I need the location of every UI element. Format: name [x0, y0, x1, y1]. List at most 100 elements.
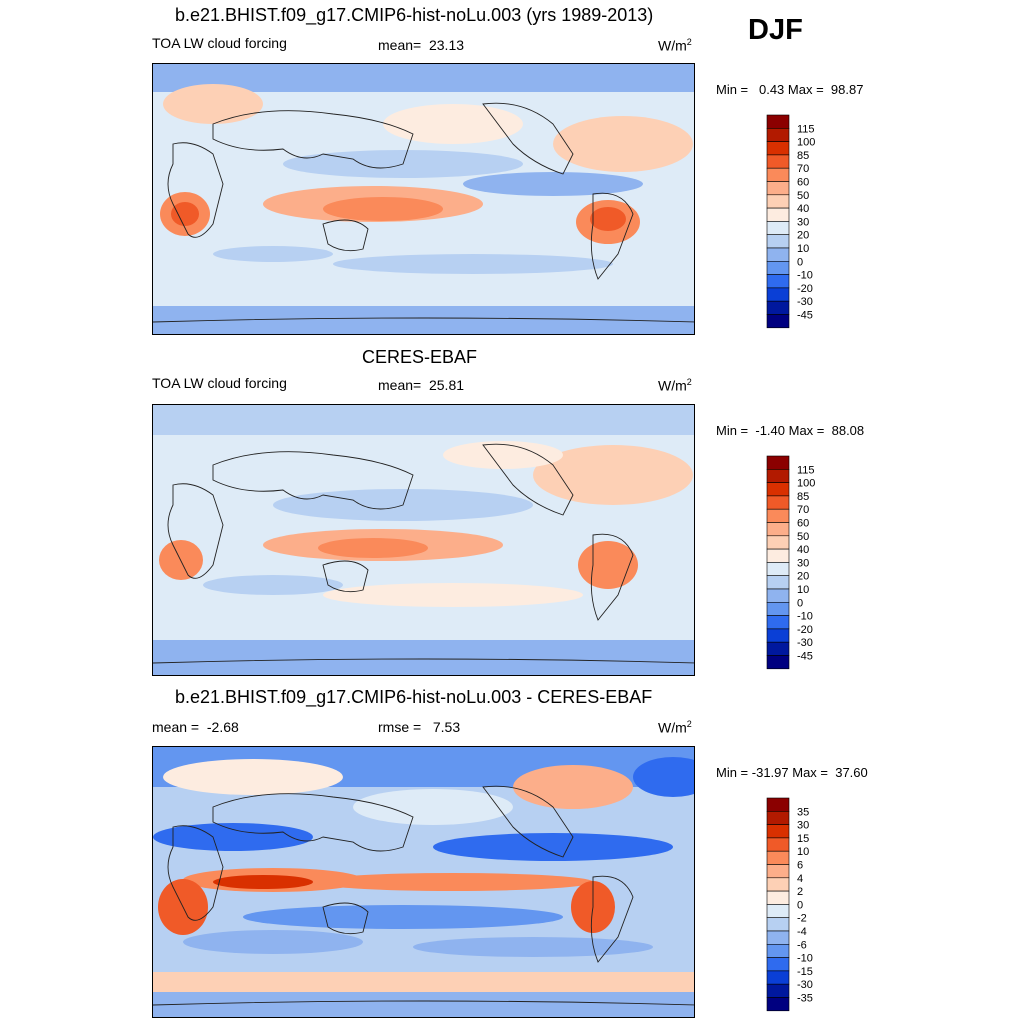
panel-2-variable-label: TOA LW cloud forcing — [152, 375, 287, 391]
colorbar-tick-label: 50 — [797, 531, 809, 543]
panel-2-map — [152, 404, 695, 676]
colorbar-swatch — [766, 930, 790, 945]
colorbar-tick-label: 60 — [797, 518, 809, 530]
panel-3-mean: mean = -2.68 — [152, 719, 239, 735]
panel-1-colorbar: 115 100 85 70 60 50 40 30 20 10 0 -10 -20 -30 -45 — [766, 114, 827, 334]
colorbar-tick-label: 35 — [797, 806, 809, 818]
colorbar-tick-label: 85 — [797, 491, 809, 503]
colorbar-swatch — [766, 575, 790, 590]
panel-1-variable-label: TOA LW cloud forcing — [152, 35, 287, 51]
colorbar-tick-label: -6 — [797, 939, 807, 951]
panel-1-mean-value: 23.13 — [428, 37, 465, 53]
colorbar-tick-label: -30 — [797, 637, 813, 649]
colorbar-swatch — [766, 588, 790, 603]
colorbar-tick-label: 100 — [797, 137, 815, 149]
colorbar-tick-label: 4 — [797, 873, 803, 885]
colorbar-tick-label: -10 — [797, 270, 813, 282]
colorbar-tick-label: 10 — [797, 846, 809, 858]
colorbar-tick-label: 115 — [797, 464, 815, 476]
colorbar-swatch — [766, 167, 790, 182]
colorbar-tick-label: -2 — [797, 913, 807, 925]
panel-3-units: W/m2 — [658, 719, 692, 736]
colorbar-tick-label: -20 — [797, 283, 813, 295]
colorbar-tick-label: 115 — [797, 123, 815, 135]
colorbar-swatch — [766, 522, 790, 537]
panel-2-minmax: Min = -1.40 Max = 88.08 — [716, 423, 865, 438]
panel-3-rmse: rmse = 7.53 — [378, 719, 460, 735]
panel-1-units-sup: 2 — [686, 37, 692, 47]
colorbar-swatch — [766, 944, 790, 958]
colorbar-tick-label: 0 — [797, 899, 803, 911]
colorbar-tick-label: -35 — [797, 993, 813, 1005]
colorbar-swatch — [766, 234, 790, 249]
panel-1-title: b.e21.BHIST.f09_g17.CMIP6-hist-noLu.003 … — [175, 5, 654, 25]
panel-2-map-svg — [153, 405, 694, 675]
colorbar-swatch — [766, 877, 790, 892]
colorbar-swatch — [766, 274, 790, 289]
colorbar-swatch — [766, 482, 790, 497]
colorbar-tick-label: 100 — [797, 478, 815, 490]
panel-3-rmse-value: 7.53 — [432, 719, 461, 735]
colorbar-swatch — [766, 154, 790, 169]
colorbar-swatch — [766, 655, 790, 670]
panel-3-minmax: Min = -31.97 Max = 37.60 — [716, 765, 868, 780]
panel-1-mean-label: mean= — [378, 37, 422, 53]
panel-3-units-text: W/m — [658, 719, 687, 736]
panel-1-map — [152, 63, 695, 335]
colorbar-tick-label: -10 — [797, 611, 813, 623]
panel-1-mean: mean= 23.13 — [378, 37, 464, 53]
colorbar-swatch — [766, 194, 790, 209]
colorbar-swatch — [766, 562, 790, 577]
colorbar-swatch — [766, 469, 790, 483]
panel-1-units-text: W/m — [658, 37, 687, 54]
panel-2-units: W/m2 — [658, 377, 692, 394]
colorbar-swatch — [766, 864, 790, 879]
colorbar-swatch — [766, 890, 790, 905]
colorbar-swatch — [766, 983, 790, 998]
colorbar-tick-label: 85 — [797, 150, 809, 162]
colorbar-swatch — [766, 114, 790, 129]
panel-2-units-sup: 2 — [686, 377, 692, 387]
colorbar-tick-label: -45 — [797, 310, 813, 322]
colorbar-tick-label: 70 — [797, 504, 809, 516]
colorbar-swatch — [766, 300, 790, 315]
colorbar-swatch — [766, 957, 790, 972]
colorbar-swatch — [766, 602, 790, 616]
colorbar-swatch — [766, 508, 790, 523]
colorbar-tick-label: 2 — [797, 886, 803, 898]
colorbar-tick-label: -4 — [797, 926, 807, 938]
colorbar-swatch — [766, 797, 790, 812]
colorbar-tick-label: 50 — [797, 190, 809, 202]
colorbar-swatch — [766, 181, 790, 196]
panel-3-units-sup: 2 — [686, 719, 692, 729]
colorbar-swatch — [766, 455, 790, 470]
colorbar-swatch — [766, 824, 790, 839]
colorbar-swatch — [766, 811, 790, 825]
colorbar-tick-label: 0 — [797, 256, 803, 268]
colorbar-tick-label: -30 — [797, 296, 813, 308]
colorbar-swatch — [766, 997, 790, 1012]
colorbar-tick-label: 15 — [797, 833, 809, 845]
colorbar-swatch — [766, 970, 790, 985]
colorbar-tick-label: 10 — [797, 243, 809, 255]
colorbar-swatch — [766, 837, 790, 852]
panel-2-units-text: W/m — [658, 377, 687, 394]
colorbar-tick-label: -30 — [797, 979, 813, 991]
colorbar-swatch — [766, 495, 790, 510]
colorbar-swatch — [766, 615, 790, 630]
colorbar-tick-label: 6 — [797, 860, 803, 872]
panel-1-minmax: Min = 0.43 Max = 98.87 — [716, 82, 864, 97]
panel-1-units: W/m2 — [658, 37, 692, 54]
panel-2-colorbar: 115 100 85 70 60 50 40 30 20 10 0 -10 -20 -30 -45 — [766, 455, 827, 675]
colorbar-tick-label: -45 — [797, 651, 813, 663]
colorbar-swatch — [766, 917, 790, 932]
colorbar-tick-label: -20 — [797, 624, 813, 636]
colorbar-tick-label: 30 — [797, 820, 809, 832]
colorbar-swatch — [766, 641, 790, 656]
colorbar-swatch — [766, 128, 790, 142]
colorbar-tick-label: -15 — [797, 966, 813, 978]
colorbar-tick-label: 0 — [797, 597, 803, 609]
panel-3-rmse-label: rmse = — [378, 719, 422, 735]
